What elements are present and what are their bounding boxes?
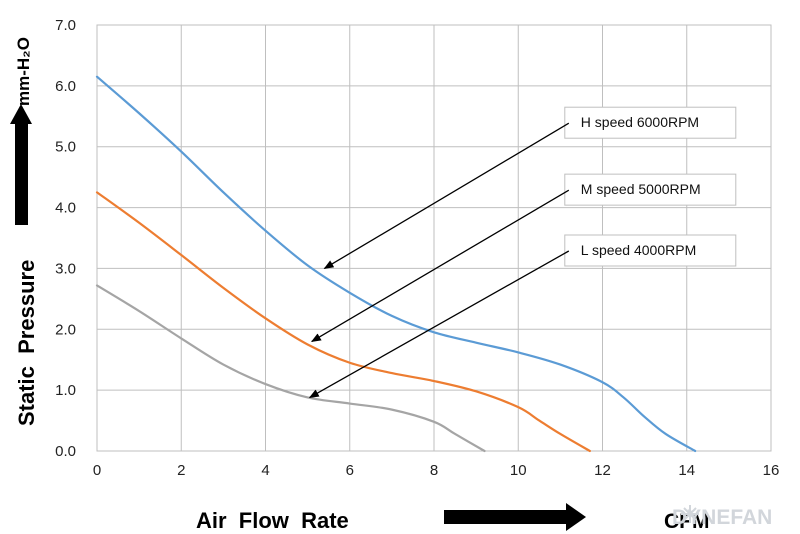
x-axis-title: Air Flow Rate [196, 508, 349, 533]
y-axis-title: Static Pressure [14, 260, 39, 426]
y-tick-label: 0.0 [55, 443, 76, 460]
callout-arrow [310, 189, 570, 343]
x-tick-label: 0 [93, 462, 101, 479]
x-tick-label: 16 [763, 462, 780, 479]
callout-arrow [323, 122, 570, 269]
y-tick-label: 2.0 [55, 321, 76, 338]
callout-1: M speed 5000RPM [310, 173, 737, 343]
callout-box [564, 106, 737, 139]
y-tick-labels: 0.0 1.0 2.0 3.0 4.0 5.0 6.0 7.0 [55, 17, 76, 460]
y-tick-label: 1.0 [55, 382, 76, 399]
callout-2: L speed 4000RPM [308, 234, 737, 399]
x-tick-label: 8 [430, 462, 438, 479]
x-axis-arrow [444, 503, 586, 531]
y-axis-arrow [10, 104, 32, 225]
y-tick-label: 3.0 [55, 260, 76, 277]
y-tick-label: 7.0 [55, 17, 76, 34]
x-tick-labels: 0 2 4 6 8 10 12 14 16 [93, 462, 780, 479]
series-line-0 [95, 75, 697, 453]
x-tick-label: 14 [678, 462, 695, 479]
callouts: H speed 6000RPM M speed 5000RPM L speed 40… [308, 106, 737, 399]
y-axis-unit-group: mm-H₂O [14, 37, 33, 106]
grid [96, 24, 772, 452]
callout-box [564, 234, 737, 267]
callout-label: M speed 5000RPM [581, 181, 701, 197]
series-lines [95, 75, 697, 453]
callout-box [564, 173, 737, 206]
series-line-1 [95, 191, 591, 453]
x-tick-label: 12 [594, 462, 611, 479]
y-tick-label: 5.0 [55, 139, 76, 156]
x-tick-label: 10 [510, 462, 527, 479]
y-axis-unit: mm-H₂O [14, 37, 33, 106]
brand-watermark: DYNEFAN [672, 505, 772, 529]
brand-text: DYNEFAN [672, 506, 772, 529]
callout-0: H speed 6000RPM [323, 106, 737, 269]
y-axis-title-group: Static Pressure [14, 260, 39, 426]
y-tick-label: 6.0 [55, 78, 76, 95]
y-tick-label: 4.0 [55, 200, 76, 217]
callout-label: H speed 6000RPM [581, 114, 699, 130]
x-tick-label: 4 [261, 462, 269, 479]
x-tick-label: 6 [346, 462, 354, 479]
fan-logo-icon [681, 505, 699, 523]
x-axis-unit: CFM [664, 510, 710, 533]
callout-arrow [308, 250, 570, 399]
series-line-2 [95, 284, 486, 453]
callout-label: L speed 4000RPM [581, 242, 696, 258]
x-tick-label: 2 [177, 462, 185, 479]
